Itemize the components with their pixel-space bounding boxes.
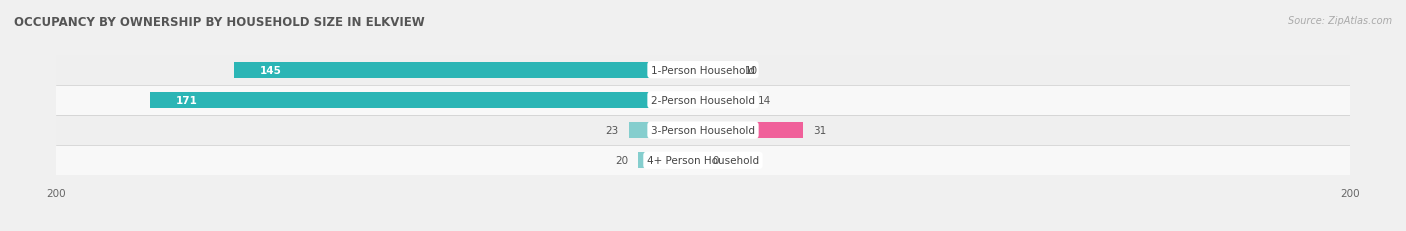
Bar [56, 55, 1350, 85]
Text: 14: 14 [758, 95, 772, 105]
Text: Source: ZipAtlas.com: Source: ZipAtlas.com [1288, 16, 1392, 26]
Bar [628, 123, 703, 138]
Text: 145: 145 [260, 65, 281, 75]
Text: 4+ Person Household: 4+ Person Household [647, 156, 759, 166]
Text: 0: 0 [713, 156, 720, 166]
Text: 2-Person Household: 2-Person Household [651, 95, 755, 105]
Bar [56, 116, 1350, 146]
Text: 1-Person Household: 1-Person Household [651, 65, 755, 75]
Text: 171: 171 [176, 95, 198, 105]
Bar [233, 63, 703, 78]
Text: 20: 20 [616, 156, 628, 166]
Bar [703, 93, 748, 108]
Bar [703, 63, 735, 78]
Bar [56, 146, 1350, 176]
Text: 23: 23 [606, 126, 619, 136]
Bar [150, 93, 703, 108]
Bar [703, 123, 803, 138]
Text: 10: 10 [745, 65, 758, 75]
Legend: Owner-occupied, Renter-occupied: Owner-occupied, Renter-occupied [591, 228, 815, 231]
Text: 31: 31 [813, 126, 827, 136]
Text: 3-Person Household: 3-Person Household [651, 126, 755, 136]
Bar [703, 153, 710, 168]
Text: OCCUPANCY BY OWNERSHIP BY HOUSEHOLD SIZE IN ELKVIEW: OCCUPANCY BY OWNERSHIP BY HOUSEHOLD SIZE… [14, 16, 425, 29]
Bar [56, 85, 1350, 116]
Bar [638, 153, 703, 168]
